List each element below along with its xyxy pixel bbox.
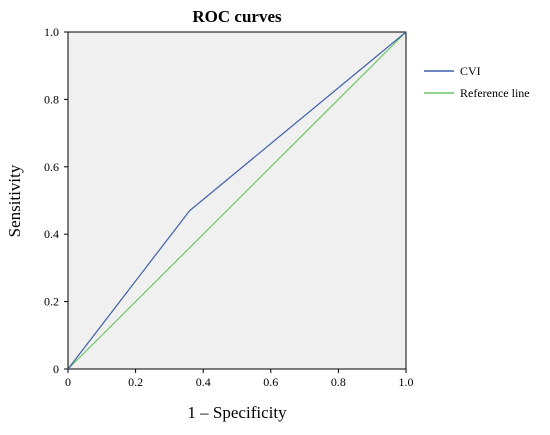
legend-label: Reference line: [460, 86, 530, 100]
series-line-reference-line: [67, 31, 407, 370]
x-tick-label: 0.8: [331, 375, 346, 389]
y-tick-label: 1.0: [44, 25, 59, 39]
x-tick-label: 0: [65, 375, 71, 389]
x-tick-label: 0.2: [128, 375, 143, 389]
y-tick-label: 0.2: [44, 295, 59, 309]
chart-title: ROC curves: [192, 7, 282, 26]
y-tick-label: 0.4: [44, 227, 59, 241]
y-tick-label: 0.6: [44, 160, 59, 174]
x-axis-label: 1 – Specificity: [187, 403, 287, 422]
series-line-cvi: [67, 31, 407, 370]
y-axis-ticks: 0 0.2 0.4 0.6 0.8 1.0: [44, 25, 68, 376]
x-tick-label: 1.0: [399, 375, 414, 389]
y-axis-label: Sensitivity: [5, 164, 24, 237]
series-layer: [67, 31, 407, 370]
y-tick-label: 0.8: [44, 92, 59, 106]
legend: CVI Reference line: [424, 64, 530, 100]
x-axis-ticks: 0 0.2 0.4 0.6 0.8 1.0: [65, 369, 414, 389]
legend-label: CVI: [460, 64, 481, 78]
x-tick-label: 0.6: [263, 375, 278, 389]
x-tick-label: 0.4: [196, 375, 211, 389]
y-tick-label: 0: [53, 362, 59, 376]
